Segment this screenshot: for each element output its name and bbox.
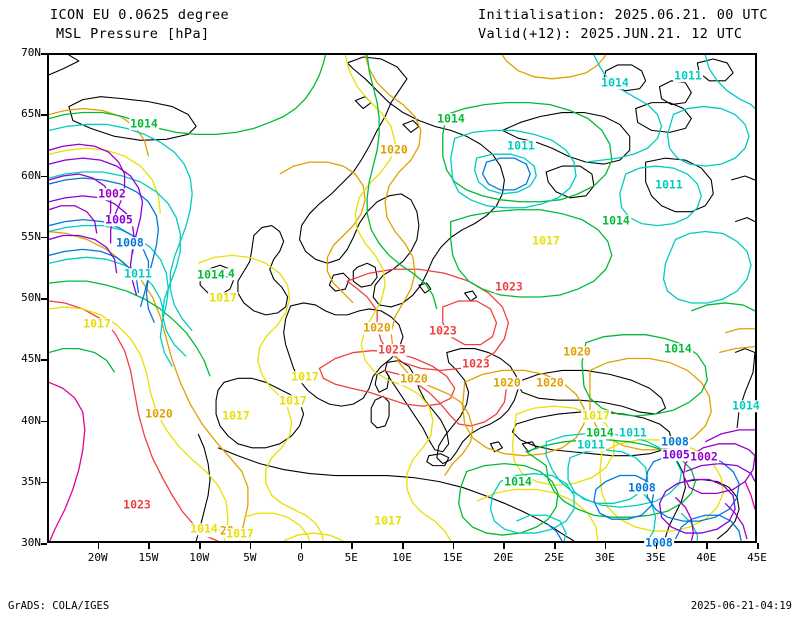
x-tick — [604, 543, 607, 549]
x-axis-label: 5E — [344, 551, 358, 564]
x-tick — [148, 543, 150, 549]
x-axis-label: 45E — [747, 551, 767, 564]
contour-1002 — [49, 143, 755, 541]
x-axis-label: 30E — [594, 551, 615, 564]
x-tick — [706, 543, 708, 549]
contour-1014 — [49, 55, 755, 536]
y-tick — [41, 114, 47, 116]
y-axis-label: 65N — [21, 107, 41, 121]
model-title: ICON EU 0.0625 degree — [50, 7, 230, 23]
x-axis-label: 15W — [138, 551, 159, 564]
field-title: MSL Pressure [hPa] — [56, 26, 210, 42]
x-axis-label: 0 — [297, 551, 304, 564]
y-axis-label: 60N — [21, 168, 41, 182]
x-tick — [402, 543, 404, 549]
x-tick — [300, 543, 303, 549]
x-tick — [452, 543, 455, 549]
y-axis-label: 35N — [21, 474, 41, 488]
contour-1005 — [49, 157, 755, 534]
contour-1008 — [49, 157, 742, 541]
x-axis-label: 40E — [696, 551, 717, 564]
y-tick — [41, 420, 47, 422]
x-tick — [503, 543, 505, 549]
x-tick — [757, 543, 759, 549]
initialisation-label: Initialisation: 2025.06.21. 00 UTC — [478, 7, 768, 23]
y-axis-label: 50N — [21, 291, 41, 304]
footer-timestamp: 2025-06-21-04:19 — [690, 600, 792, 612]
valid-time-label: Valid(+12): 2025.JUN.21. 12 UTC — [478, 26, 743, 42]
footer-credit: GrADS: COLA/IGES — [8, 600, 110, 612]
y-tick — [41, 543, 47, 545]
pressure-contours-layer — [49, 55, 755, 541]
y-tick — [41, 359, 47, 361]
y-axis-label: 70N — [21, 46, 41, 59]
y-axis-label: 30N — [21, 536, 41, 549]
contour-map-svg — [49, 55, 755, 541]
map-plot-area[interactable]: 1014 1002 1005 1008 1011 1014 1014 1017 1017 1017… — [47, 53, 761, 549]
contour-1026 — [49, 381, 755, 541]
x-axis-label: 35E — [645, 551, 666, 564]
y-tick — [41, 236, 47, 239]
y-tick — [41, 298, 47, 300]
x-tick — [655, 543, 658, 549]
x-tick — [97, 543, 100, 549]
x-axis-label: 5W — [243, 551, 257, 564]
x-axis-label: 10W — [189, 551, 210, 564]
y-axis-label: 40N — [21, 413, 41, 427]
x-tick — [249, 543, 252, 549]
x-axis-label: 25E — [544, 551, 565, 564]
y-tick — [41, 481, 47, 484]
x-axis-label: 20E — [493, 551, 514, 564]
x-tick — [199, 543, 201, 549]
x-tick — [351, 543, 353, 549]
y-axis-label: 45N — [21, 352, 41, 366]
x-tick — [554, 543, 556, 549]
x-axis-label: 10E — [392, 551, 412, 564]
y-tick — [41, 175, 47, 177]
x-axis-label: 20W — [87, 551, 108, 564]
y-tick — [41, 53, 47, 55]
x-axis-label: 15E — [442, 551, 463, 564]
y-axis-label: 55N — [21, 229, 41, 243]
contour-1011 — [49, 55, 755, 541]
